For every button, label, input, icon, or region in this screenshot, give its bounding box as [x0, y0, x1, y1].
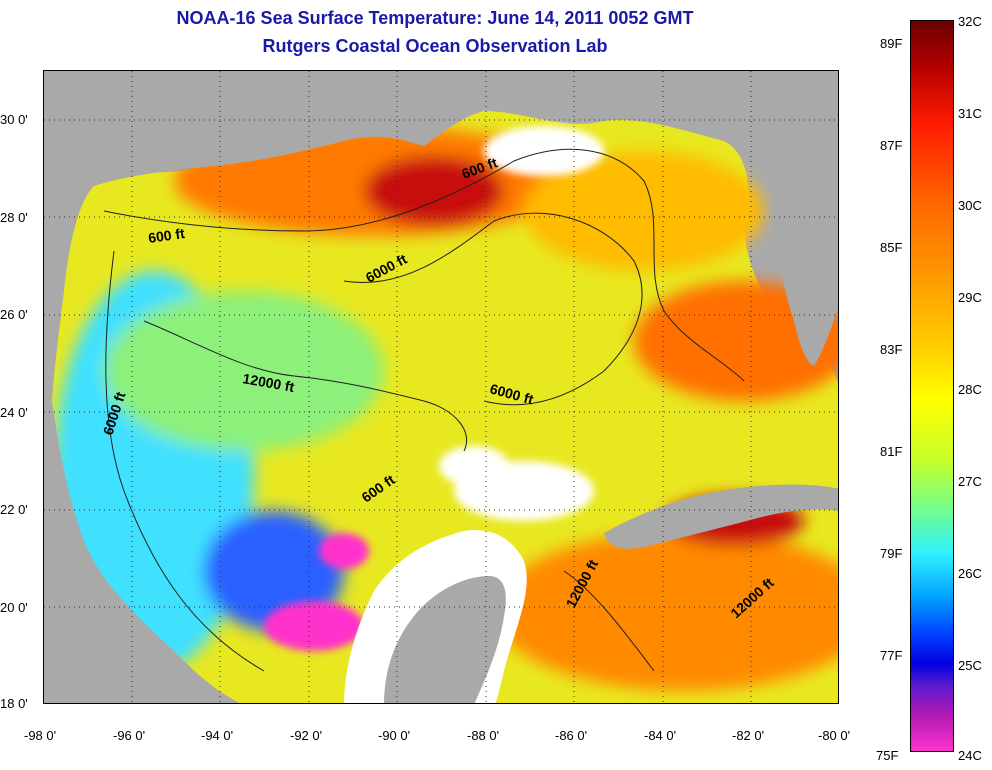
- caribbean-warm: [494, 531, 838, 691]
- x-tick-label: -92 0': [290, 728, 323, 743]
- colorbar-celsius-label: 30C: [958, 198, 982, 213]
- temperature-colorbar: [910, 20, 954, 752]
- map-subtitle: Rutgers Coastal Ocean Observation Lab: [262, 36, 608, 56]
- colorbar-celsius-label: 26C: [958, 566, 982, 581]
- x-tick-label: -90 0': [378, 728, 411, 743]
- colorbar-celsius-label: 28C: [958, 382, 982, 397]
- y-tick-label: 20 0': [0, 600, 28, 615]
- colorbar-fahrenheit-label: 75F: [876, 748, 899, 763]
- land-yucatan-dry: [384, 576, 506, 703]
- colorbar-celsius-label: 32C: [958, 14, 982, 29]
- map-canvas: 600 ft 600 ft 6000 ft 12000 ft 6000 ft 6…: [44, 71, 838, 703]
- warm-region-east: [524, 151, 764, 271]
- x-tick-label: -96 0': [113, 728, 146, 743]
- contour-label: 600 ft: [147, 225, 186, 246]
- colorbar-fahrenheit-label: 77F: [880, 648, 903, 663]
- x-tick-label: -86 0': [555, 728, 588, 743]
- y-tick-label: 24 0': [0, 405, 28, 420]
- coldest-patch: [264, 601, 364, 651]
- colorbar-fahrenheit-label: 87F: [880, 138, 903, 153]
- colorbar-celsius-label: 25C: [958, 658, 982, 673]
- map-title: NOAA-16 Sea Surface Temperature: June 14…: [176, 8, 694, 28]
- depth-contour-600ft: [103, 148, 745, 382]
- x-tick-label: -82 0': [732, 728, 765, 743]
- cool-region-central: [104, 291, 384, 451]
- x-tick-label: -84 0': [644, 728, 677, 743]
- x-tick-label: -98 0': [24, 728, 57, 743]
- depth-contour-6000ft: [105, 212, 643, 672]
- y-tick-label: 30 0': [0, 112, 28, 127]
- y-tick-label: 28 0': [0, 210, 28, 225]
- coldest-patch: [319, 533, 369, 569]
- depth-contour-12000ft: [143, 320, 655, 672]
- colorbar-fahrenheit-label: 85F: [880, 240, 903, 255]
- land-florida: [771, 71, 838, 366]
- colorbar-celsius-label: 27C: [958, 474, 982, 489]
- y-tick-label: 18 0': [0, 696, 28, 711]
- land-mexico: [44, 401, 240, 703]
- cloud-cover: [484, 126, 604, 176]
- colorbar-fahrenheit-label: 83F: [880, 342, 903, 357]
- colorbar-fahrenheit-label: 79F: [880, 546, 903, 561]
- land-us-gulf-coast: [44, 71, 838, 401]
- colorbar-fahrenheit-label: 81F: [880, 444, 903, 459]
- x-tick-label: -94 0': [201, 728, 234, 743]
- y-tick-label: 22 0': [0, 502, 28, 517]
- hot-region-delta: [364, 156, 504, 226]
- colorbar-fahrenheit-label: 89F: [880, 36, 903, 51]
- land-cuba: [604, 484, 838, 549]
- x-tick-label: -80 0': [818, 728, 851, 743]
- colorbar-celsius-label: 31C: [958, 106, 982, 121]
- warm-region-florida: [634, 281, 838, 401]
- colorbar-celsius-label: 29C: [958, 290, 982, 305]
- cloud-cover: [439, 446, 509, 486]
- sea-surface-temperature-map: 600 ft 600 ft 6000 ft 12000 ft 6000 ft 6…: [43, 70, 839, 704]
- y-tick-label: 26 0': [0, 307, 28, 322]
- colorbar-celsius-label: 24C: [958, 748, 982, 763]
- x-tick-label: -88 0': [467, 728, 500, 743]
